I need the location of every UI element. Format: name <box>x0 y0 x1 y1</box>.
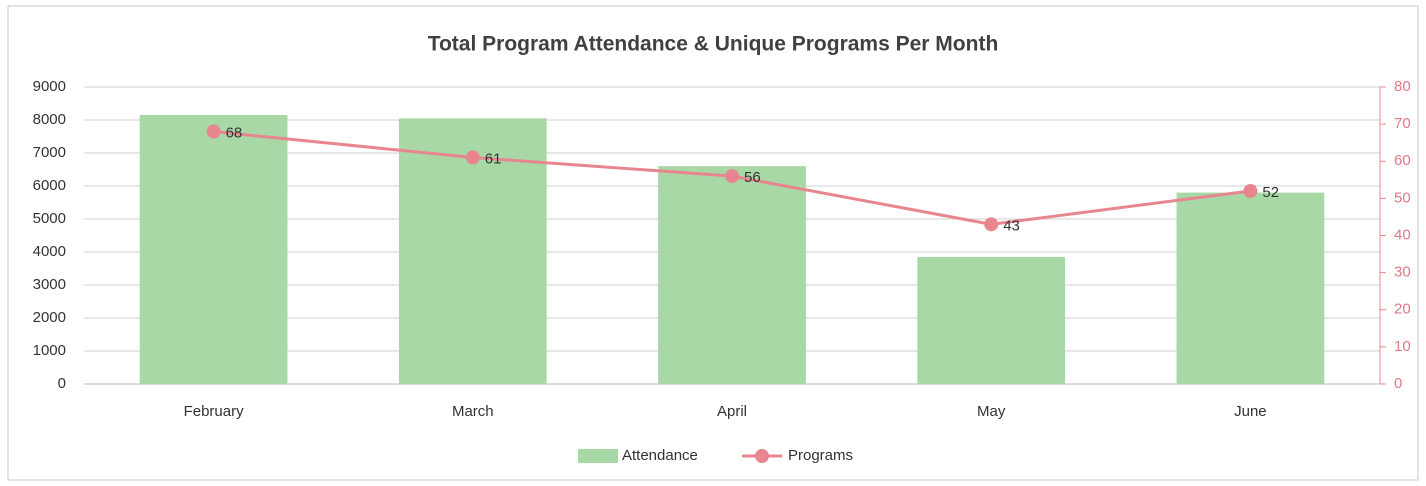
data-label: 52 <box>1262 184 1279 201</box>
data-label: 56 <box>744 169 761 186</box>
y-tick-label: 9000 <box>33 78 66 95</box>
chart-title: Total Program Attendance & Unique Progra… <box>428 33 999 56</box>
data-label: 61 <box>485 151 502 168</box>
x-tick-label: February <box>184 403 245 420</box>
y2-tick-label: 40 <box>1394 226 1411 243</box>
bar <box>917 256 1066 384</box>
y-tick-label: 2000 <box>33 309 66 326</box>
legend-label: Programs <box>788 447 853 464</box>
line-marker <box>206 124 221 139</box>
line-marker <box>984 217 999 232</box>
x-tick-label: April <box>717 403 747 420</box>
y2-tick-label: 60 <box>1394 152 1411 169</box>
legend-swatch-marker <box>755 449 769 463</box>
y-tick-label: 4000 <box>33 243 66 260</box>
y2-tick-label: 10 <box>1394 338 1411 355</box>
line-marker <box>465 150 480 165</box>
y-tick-label: 1000 <box>33 342 66 359</box>
y2-tick-label: 0 <box>1394 375 1402 392</box>
y-tick-label: 0 <box>58 375 66 392</box>
x-tick-label: June <box>1234 403 1267 420</box>
y-tick-label: 3000 <box>33 276 66 293</box>
bar <box>1176 192 1325 384</box>
y-tick-label: 7000 <box>33 144 66 161</box>
y2-tick-label: 80 <box>1394 78 1411 95</box>
y2-tick-label: 50 <box>1394 189 1411 206</box>
x-tick-label: March <box>452 403 494 420</box>
y2-tick-label: 70 <box>1394 115 1411 132</box>
data-label: 68 <box>226 125 243 142</box>
y-tick-label: 6000 <box>33 177 66 194</box>
line-marker <box>1243 183 1258 198</box>
line-marker <box>725 169 739 184</box>
bar <box>658 166 806 384</box>
y2-tick-label: 20 <box>1394 301 1411 318</box>
y2-tick-label: 30 <box>1394 264 1411 281</box>
data-label: 43 <box>1003 217 1020 234</box>
y-tick-label: 8000 <box>33 111 66 128</box>
x-tick-label: May <box>977 403 1006 420</box>
legend-label: Attendance <box>622 447 698 464</box>
bar <box>139 115 288 385</box>
y-tick-label: 5000 <box>33 210 66 227</box>
legend-swatch <box>578 449 618 463</box>
